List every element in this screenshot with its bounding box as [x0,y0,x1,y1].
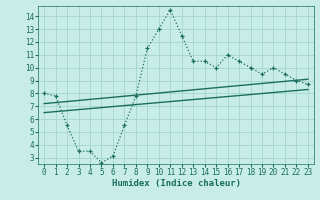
X-axis label: Humidex (Indice chaleur): Humidex (Indice chaleur) [111,179,241,188]
